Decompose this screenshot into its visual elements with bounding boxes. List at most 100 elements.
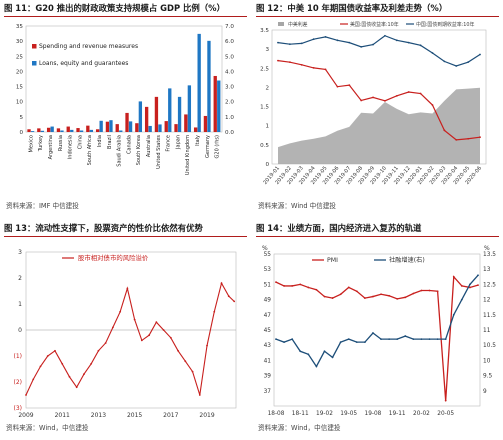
y-tick-left: 47	[264, 313, 272, 319]
series-point-1	[299, 350, 302, 353]
risk-premium-point	[46, 355, 49, 357]
x-tick-label: Australia	[146, 135, 152, 157]
risk-premium-point	[220, 282, 223, 285]
legend-label: PMI	[327, 257, 338, 264]
series-point-1	[347, 338, 350, 341]
risk-premium-point	[133, 318, 136, 321]
risk-premium-point	[148, 334, 151, 337]
x-tick: 2013	[91, 412, 106, 419]
series-point-1	[407, 91, 410, 93]
series-point-1	[372, 96, 374, 99]
y-tick-right: 7.0	[225, 24, 234, 30]
figure-14-source: 资料来源：Wind，中信建投	[258, 424, 341, 432]
bar-spending	[76, 128, 80, 132]
x-tick-label: France	[166, 135, 172, 152]
figure-13-source: 资料来源：Wind，中信建投	[6, 424, 89, 432]
series-point-2	[431, 52, 434, 54]
series-point-1	[428, 338, 431, 341]
x-tick-label: South Korea	[136, 135, 142, 165]
risk-premium-point	[140, 339, 143, 342]
series-point-1	[323, 350, 326, 353]
legend-swatch	[278, 22, 284, 26]
risk-premium-point	[191, 370, 194, 373]
series-point-2	[372, 43, 374, 46]
chart-yield-spread: 00.511.522.533.52019-012019-022019-03201…	[260, 21, 487, 186]
series-point-2	[455, 65, 458, 67]
y-tick: 3	[18, 249, 22, 256]
y-tick: 1	[265, 124, 269, 130]
series-point-1	[380, 338, 382, 341]
risk-premium-point	[25, 394, 27, 396]
y-tick-left: 35	[16, 24, 24, 30]
bar-spending	[203, 115, 208, 132]
chart-g20-fiscal: 0 5 10 15 20 25 30 35 0.0 1.0 2.0 3.0 4.0 5.0 6.0 7.0 Me…	[16, 24, 234, 175]
figure-14-title: 图 14：业绩方面，国内经济进入复苏的轨道	[256, 222, 499, 237]
series-point-1	[388, 338, 391, 341]
bar-loans	[217, 80, 221, 132]
series-point-0	[299, 283, 302, 286]
y-tick-right: 12	[483, 298, 491, 304]
series-line-0	[275, 275, 479, 401]
series-point-0	[420, 289, 423, 292]
risk-premium-point	[227, 295, 230, 298]
x-tick: 2019	[199, 412, 214, 419]
y-tick-left: 15	[16, 85, 24, 91]
series-point-0	[275, 281, 277, 284]
series-point-1	[395, 94, 398, 97]
series-point-0	[372, 295, 374, 298]
x-tick: 19-05	[340, 411, 357, 417]
plot-frame	[25, 25, 223, 133]
risk-premium-point	[61, 362, 64, 365]
x-tick-label: Argentina	[48, 135, 54, 159]
y-tick-right: 2.0	[225, 100, 234, 106]
x-tick: 18-11	[292, 411, 309, 417]
bar-spending	[193, 127, 198, 132]
bar-loans	[187, 85, 192, 132]
series-point-0	[436, 290, 439, 293]
x-tick: 18-08	[268, 411, 285, 417]
series-point-0	[469, 286, 471, 289]
series-point-1	[324, 68, 327, 71]
risk-premium-point	[169, 336, 172, 339]
y-tick-right: 10	[483, 358, 491, 364]
series-point-0	[355, 290, 358, 293]
y-tick-left: 41	[264, 358, 272, 364]
bar-spending	[115, 124, 119, 132]
y-tick-left: 39	[264, 374, 272, 380]
chart-pmi-tsf: % % 37 39 41 43 45 47 49 51 53 55 9 9.5 10 10.5 11 11.5 12…	[262, 245, 496, 417]
risk-premium-point	[97, 349, 100, 352]
right-unit: %	[484, 245, 490, 252]
left-unit: %	[262, 245, 268, 252]
bar-loans	[148, 125, 152, 132]
y-tick-right: 9.5	[483, 374, 493, 380]
y-tick-right: 1.0	[225, 115, 234, 121]
bar-spending	[27, 129, 31, 132]
x-tick-label: United States	[156, 135, 162, 169]
series-point-0	[428, 289, 431, 292]
risk-premium-point	[111, 326, 114, 329]
series-point-2	[467, 61, 470, 64]
chart-risk-premium: 3 2 1 0 (1) (2) (3)2009 2011 2013 2015 2017 2019 股市相…	[14, 249, 237, 419]
legend-swatch	[32, 44, 37, 49]
series-point-0	[283, 285, 285, 287]
y-tick-right: 3.0	[225, 85, 234, 91]
bar-spending	[37, 128, 41, 132]
series-point-2	[407, 41, 410, 44]
x-tick-label: Russia	[58, 135, 64, 151]
bar-spending	[66, 126, 70, 132]
series-point-1	[460, 298, 463, 301]
x-tick: 20-02	[413, 411, 430, 417]
y-tick: 1	[18, 301, 22, 308]
series-point-1	[404, 335, 407, 337]
series-point-1	[412, 338, 415, 341]
series-point-1	[477, 274, 479, 277]
y-tick-left: 43	[264, 343, 272, 349]
series-point-0	[404, 296, 407, 299]
y-tick-left: 55	[264, 252, 272, 258]
series-point-1	[315, 365, 318, 368]
series-point-0	[396, 297, 399, 300]
bar-spending	[174, 124, 178, 132]
y-tick-right: 13	[483, 267, 491, 273]
bar-loans	[168, 88, 172, 132]
x-tick: 2017	[163, 412, 178, 419]
